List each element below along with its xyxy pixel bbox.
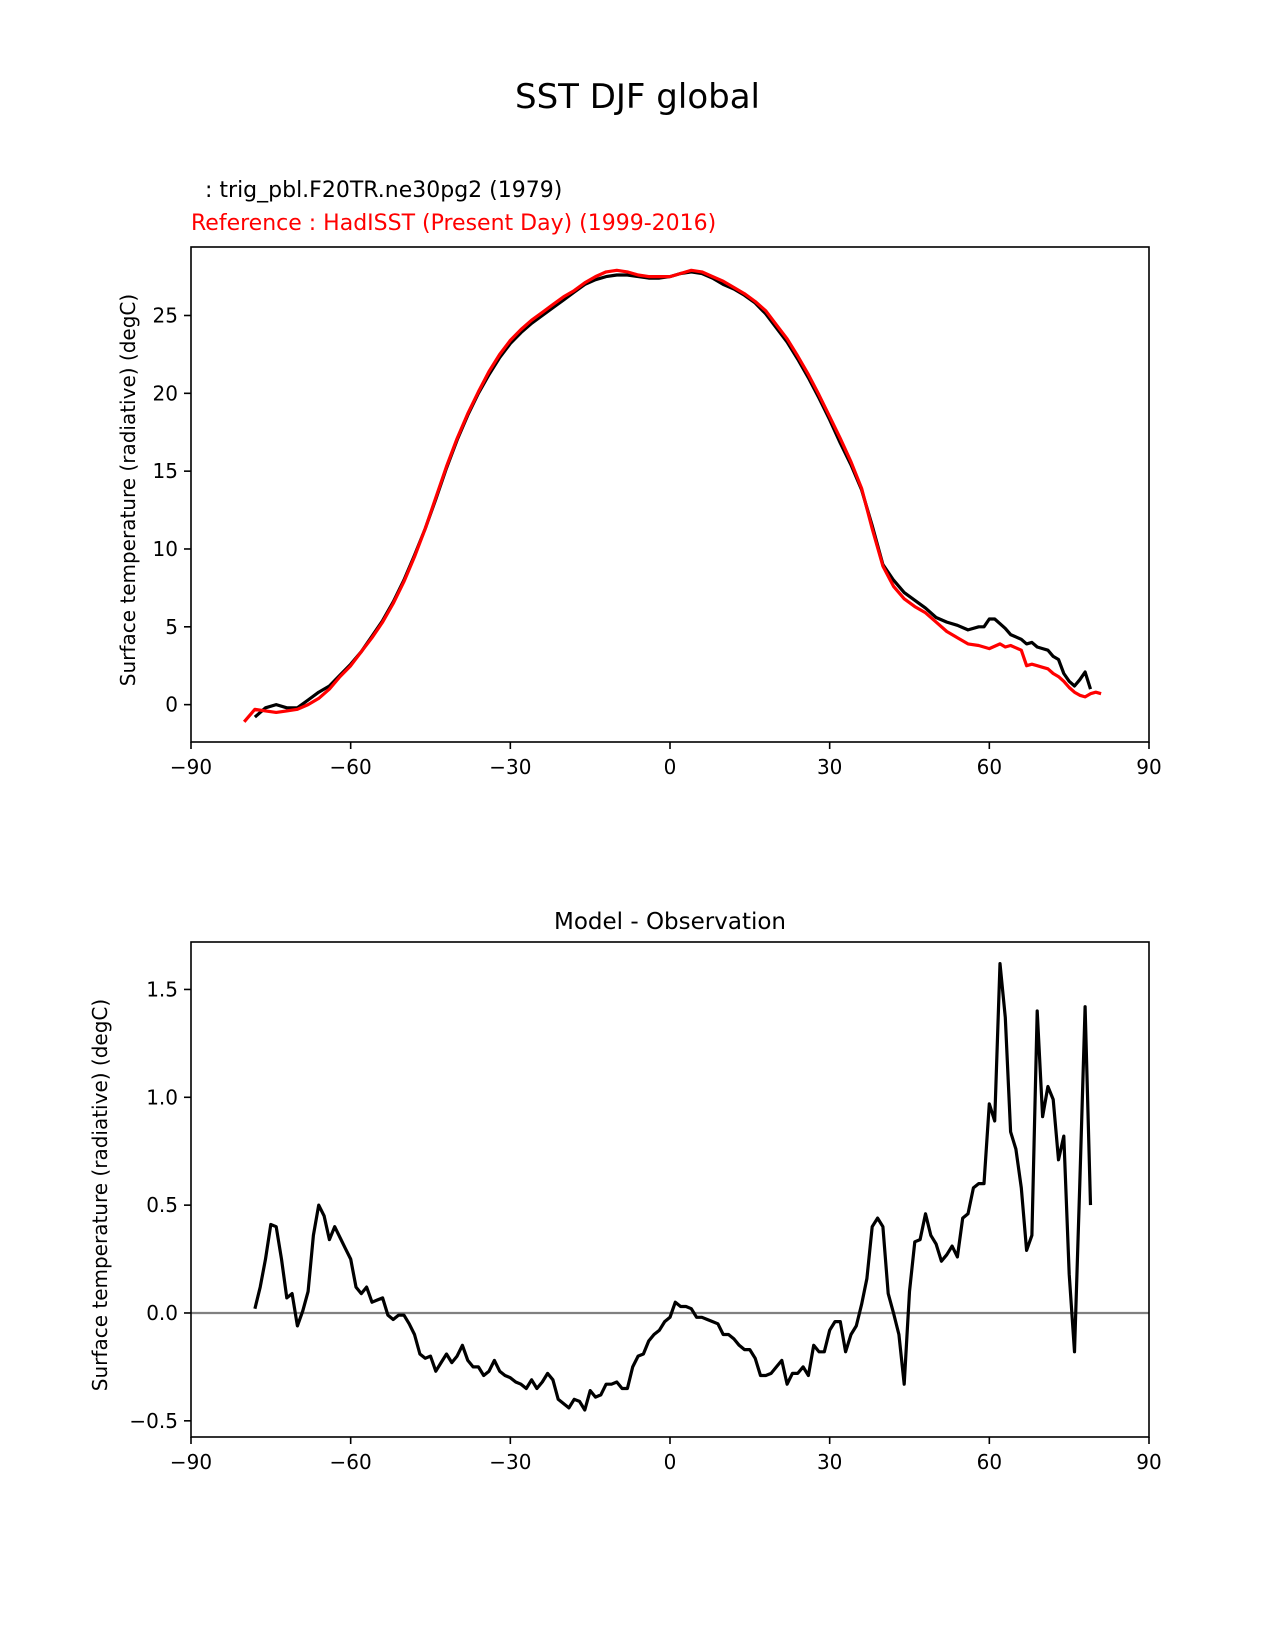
main-plot-panel: : trig_pbl.F20TR.ne30pg2 (1979) Referenc…: [116, 178, 1162, 779]
main-plot-x-tick-label: 90: [1136, 755, 1161, 779]
main-plot-x-tick-label: −30: [489, 755, 531, 779]
reference-label: Reference : HadISST (Present Day) (1999-…: [191, 211, 716, 236]
difference-plot-x-tick-label: 0: [664, 1450, 677, 1474]
difference-plot-x-tick-label: −30: [489, 1450, 531, 1474]
difference-plot-series-model-observation: [253, 961, 1093, 1412]
main-plot-x-tick-label: 30: [817, 755, 842, 779]
difference-plot-title: Model - Observation: [554, 909, 786, 935]
difference-plot-y-axis-label: Surface temperature (radiative) (degC): [88, 999, 112, 1391]
difference-plot-y-tick-label: 0.0: [146, 1301, 178, 1325]
difference-plot-x-tick-label: 30: [817, 1450, 842, 1474]
main-plot-series-reference: [242, 268, 1102, 723]
main-plot-y-axis-label: Surface temperature (radiative) (degC): [116, 294, 140, 686]
difference-plot-panel: Model - Observation −90 −60 −30 0 30 60 90 −0.5…: [88, 909, 1162, 1474]
difference-plot-y-tick-label: 1.0: [146, 1085, 178, 1109]
difference-plot-x-tick-label: 90: [1136, 1450, 1161, 1474]
main-plot-axes: −90 −60 −30 0 30 60 90 0 5 10 15 20 25: [153, 246, 1162, 779]
main-plot-y-tick-label: 5: [165, 615, 178, 639]
main-plot-x-tick-label: 60: [977, 755, 1002, 779]
main-plot-y-tick-label: 20: [153, 381, 178, 405]
main-plot-x-tick-label: 0: [664, 755, 677, 779]
main-plot-y-tick-label: 10: [153, 537, 178, 561]
difference-plot-x-tick-label: −60: [330, 1450, 372, 1474]
main-plot-y-tick-label: 25: [153, 303, 178, 327]
main-plot-x-tick-label: −60: [330, 755, 372, 779]
difference-plot-y-tick-label: 1.5: [146, 977, 178, 1001]
difference-plot-y-tick-label: 0.5: [146, 1193, 178, 1217]
main-plot-x-tick-label: −90: [170, 755, 212, 779]
difference-plot-x-tick-label: −90: [170, 1450, 212, 1474]
main-plot-y-tick-label: 15: [153, 459, 178, 483]
difference-plot-x-tick-label: 60: [977, 1450, 1002, 1474]
figure-title: SST DJF global: [515, 77, 760, 117]
difference-plot-axes: −90 −60 −30 0 30 60 90 −0.5 0.0 0.5 1.0 1.5: [129, 941, 1162, 1474]
test-case-label: : trig_pbl.F20TR.ne30pg2 (1979): [191, 178, 562, 203]
difference-plot-y-tick-label: −0.5: [129, 1409, 178, 1433]
main-plot-y-tick-label: 0: [165, 693, 178, 717]
